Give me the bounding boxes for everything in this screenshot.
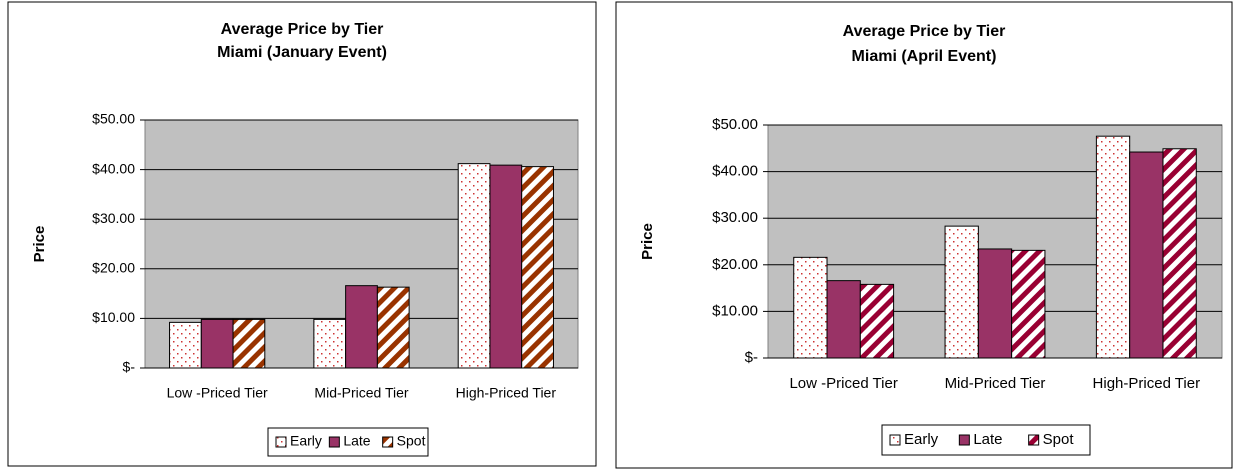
bar bbox=[859, 283, 895, 359]
bar bbox=[232, 318, 266, 369]
bar bbox=[200, 318, 234, 369]
legend-label: Late bbox=[973, 431, 1002, 448]
legend-swatch bbox=[889, 434, 901, 446]
x-tick-label: Low -Priced Tier bbox=[167, 385, 268, 401]
bar bbox=[944, 225, 979, 359]
bar bbox=[977, 248, 1013, 359]
bar bbox=[521, 166, 554, 369]
y-tick-label: $- bbox=[745, 349, 758, 366]
legend-swatch bbox=[958, 434, 970, 446]
x-tick-label: High-Priced Tier bbox=[1093, 375, 1201, 392]
x-tick-label: Mid-Priced Tier bbox=[945, 375, 1046, 392]
chart-title: Average Price by Tier bbox=[843, 23, 1006, 40]
bar bbox=[1129, 151, 1164, 359]
bar bbox=[169, 321, 202, 369]
legend-label: Spot bbox=[1043, 431, 1075, 448]
legend-swatch bbox=[275, 436, 287, 448]
y-tick-label: $40.00 bbox=[712, 163, 758, 180]
bar bbox=[313, 318, 347, 369]
chart-title: Average Price by Tier bbox=[221, 21, 384, 38]
bar bbox=[1095, 135, 1131, 359]
chart-subtitle: Miami (January Event) bbox=[217, 44, 387, 61]
legend-swatch bbox=[1028, 434, 1040, 446]
legend-label: Early bbox=[904, 431, 939, 448]
legend-swatch bbox=[328, 436, 340, 448]
y-tick-label: $10.00 bbox=[712, 302, 758, 319]
y-tick-label: $50.00 bbox=[712, 116, 758, 133]
y-axis-label: Price bbox=[31, 226, 48, 263]
x-tick-label: Mid-Priced Tier bbox=[314, 385, 408, 401]
y-axis-label: Price bbox=[639, 223, 656, 260]
bar bbox=[489, 164, 523, 369]
bar bbox=[457, 163, 491, 369]
bar bbox=[793, 256, 828, 359]
bar bbox=[826, 280, 861, 359]
legend-label: Spot bbox=[397, 433, 426, 449]
y-tick-label: $- bbox=[123, 359, 136, 375]
x-tick-label: Low -Priced Tier bbox=[789, 375, 897, 392]
chart-subtitle: Miami (April Event) bbox=[852, 48, 997, 65]
y-tick-label: $30.00 bbox=[92, 210, 135, 226]
legend-label: Late bbox=[343, 433, 370, 449]
y-tick-label: $20.00 bbox=[92, 260, 135, 276]
y-tick-label: $10.00 bbox=[92, 309, 135, 325]
bar bbox=[1011, 249, 1046, 359]
legend bbox=[881, 424, 1091, 456]
y-tick-label: $40.00 bbox=[92, 160, 135, 176]
bar bbox=[345, 285, 378, 369]
y-tick-label: $20.00 bbox=[712, 256, 758, 273]
legend bbox=[267, 427, 429, 457]
x-tick-label: High-Priced Tier bbox=[456, 385, 557, 401]
bar bbox=[1162, 148, 1197, 359]
y-tick-label: $30.00 bbox=[712, 209, 758, 226]
legend-swatch bbox=[382, 436, 394, 448]
y-tick-label: $50.00 bbox=[92, 111, 135, 127]
bar bbox=[376, 286, 410, 369]
legend-label: Early bbox=[290, 433, 322, 449]
